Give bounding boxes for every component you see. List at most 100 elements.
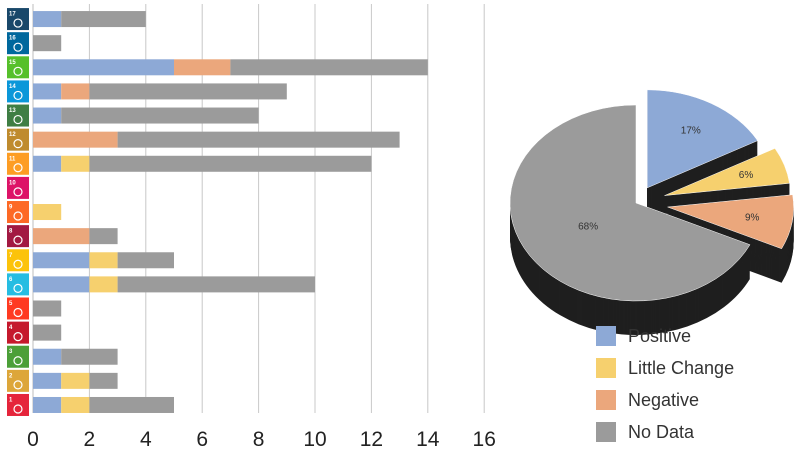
sdg-12-icon: 12 — [7, 128, 29, 151]
legend-label-little-change: Little Change — [628, 357, 735, 378]
x-tick-label: 16 — [473, 428, 496, 451]
x-tick-label: 14 — [416, 428, 440, 451]
bar-positive-sdg-11 — [33, 155, 62, 172]
sdg-number-label: 3 — [9, 349, 13, 355]
bar-positive-sdg-2 — [33, 372, 62, 389]
sdg-number-label: 13 — [9, 108, 16, 114]
bar-no-data-sdg-7 — [117, 252, 174, 269]
legend-label-negative: Negative — [628, 389, 700, 410]
sdg-number-label: 7 — [9, 253, 13, 259]
bar-no-data-sdg-11 — [89, 155, 372, 172]
bar-negative-sdg-12 — [33, 131, 118, 148]
sdg-number-label: 6 — [9, 277, 13, 283]
sdg-8-icon: 8 — [7, 225, 29, 248]
legend: Positive Little Change Negative No Data — [596, 320, 786, 448]
pie-slice-positive — [646, 89, 758, 189]
sdg-number-label: 11 — [9, 156, 16, 162]
bar-no-data-sdg-2 — [89, 372, 118, 389]
x-tick-label: 10 — [303, 428, 326, 451]
sdg-number-label: 5 — [9, 301, 13, 307]
pie-slice-little-change — [664, 148, 790, 196]
bar-no-data-sdg-12 — [117, 131, 400, 148]
legend-item-little-change: Little Change — [596, 352, 786, 384]
bar-positive-sdg-7 — [33, 252, 90, 269]
sdg-number-label: 16 — [9, 36, 16, 42]
sdg-number-label: 9 — [9, 205, 13, 211]
bar-negative-sdg-15 — [174, 59, 231, 76]
legend-label-no-data: No Data — [628, 421, 695, 442]
sdg-13-icon: 13 — [7, 104, 29, 127]
bar-little-change-sdg-2 — [61, 372, 90, 389]
sdg-17-icon: 17 — [7, 8, 29, 31]
x-tick-label: 6 — [196, 428, 208, 451]
legend-label-positive: Positive — [628, 325, 692, 346]
legend-swatch-no-data — [596, 422, 616, 442]
bar-little-change-sdg-9 — [33, 204, 62, 221]
bar-chart: 0 2 4 6 8 10 12 14 16 17 16 15 14 13 12 11 10 9 8 7 6 5 4 3 2 1 — [7, 4, 496, 451]
pie-label-positive: 17% — [681, 125, 701, 136]
bar-no-data-sdg-8 — [89, 228, 118, 245]
bar-little-change-sdg-1 — [61, 396, 90, 413]
sdg-1-icon: 1 — [7, 393, 29, 416]
legend-swatch-negative — [596, 390, 616, 410]
bar-positive-sdg-17 — [33, 11, 62, 28]
pie-label-no-data: 68% — [578, 222, 598, 233]
legend-swatch-positive — [596, 326, 616, 346]
sdg-2-icon: 2 — [7, 369, 29, 392]
sdg-number-label: 8 — [9, 229, 13, 235]
sdg-5-icon: 5 — [7, 297, 29, 320]
sdg-9-icon: 9 — [7, 201, 29, 224]
sdg-4-icon: 4 — [7, 321, 29, 344]
x-tick-label: 4 — [140, 428, 152, 451]
sdg-number-label: 1 — [9, 397, 13, 403]
bar-little-change-sdg-6 — [89, 276, 118, 293]
bar-positive-sdg-6 — [33, 276, 90, 293]
bar-no-data-sdg-1 — [89, 396, 174, 413]
sdg-number-label: 17 — [9, 12, 16, 18]
sdg-number-label: 14 — [9, 84, 16, 90]
sdg-16-icon: 16 — [7, 32, 29, 55]
bar-little-change-sdg-11 — [61, 155, 90, 172]
bar-little-change-sdg-7 — [89, 252, 118, 269]
bar-positive-sdg-14 — [33, 83, 62, 100]
sdg-number-label: 12 — [9, 132, 16, 138]
sdg-14-icon: 14 — [7, 80, 29, 103]
pie-label-little-change: 6% — [739, 170, 754, 181]
bar-no-data-sdg-6 — [117, 276, 315, 293]
bar-positive-sdg-15 — [33, 59, 174, 76]
sdg-15-icon: 15 — [7, 56, 29, 79]
bar-no-data-sdg-5 — [33, 300, 62, 317]
sdg-3-icon: 3 — [7, 345, 29, 368]
bar-positive-sdg-3 — [33, 348, 62, 365]
x-tick-label: 12 — [360, 428, 383, 451]
pie-slice-negative — [667, 194, 794, 250]
bar-negative-sdg-14 — [61, 83, 90, 100]
sdg-7-icon: 7 — [7, 249, 29, 272]
bar-no-data-sdg-15 — [230, 59, 428, 76]
x-tick-label: 2 — [84, 428, 96, 451]
x-tick-label: 0 — [27, 428, 39, 451]
x-tick-label: 8 — [253, 428, 265, 451]
sdg-number-label: 15 — [9, 60, 16, 66]
bar-positive-sdg-13 — [33, 107, 62, 124]
sdg-number-label: 10 — [9, 180, 16, 186]
bar-negative-sdg-8 — [33, 228, 90, 245]
legend-swatch-little-change — [596, 358, 616, 378]
bar-no-data-sdg-3 — [61, 348, 118, 365]
bar-no-data-sdg-13 — [61, 107, 259, 124]
sdg-11-icon: 11 — [7, 152, 29, 175]
sdg-number-label: 2 — [9, 373, 13, 379]
sdg-number-label: 4 — [9, 325, 13, 331]
legend-item-negative: Negative — [596, 384, 786, 416]
legend-item-no-data: No Data — [596, 416, 786, 448]
pie-slice-no-data — [509, 104, 751, 302]
pie-chart: 17% 6% 9% 68% — [509, 89, 794, 335]
bar-positive-sdg-1 — [33, 396, 62, 413]
sdg-10-icon: 10 — [7, 176, 29, 199]
bar-no-data-sdg-4 — [33, 324, 62, 341]
bar-no-data-sdg-14 — [89, 83, 287, 100]
bar-no-data-sdg-16 — [33, 35, 62, 52]
legend-item-positive: Positive — [596, 320, 786, 352]
pie-label-negative: 9% — [745, 212, 760, 223]
